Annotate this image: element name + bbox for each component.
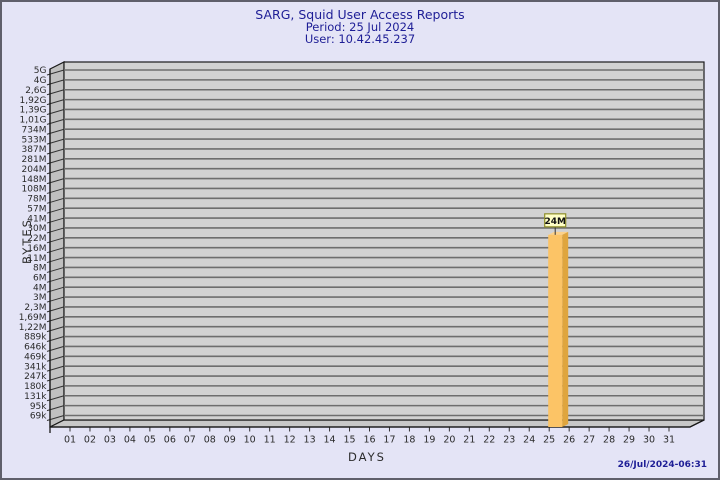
- x-tick-label: 11: [264, 435, 276, 446]
- y-tick-label: 69k: [30, 412, 47, 422]
- chart-floor: [49, 419, 705, 428]
- y-tick-label: 341k: [24, 362, 47, 372]
- y-tick-label: 247k: [24, 372, 47, 382]
- y-tick-label: 281M: [22, 155, 47, 165]
- y-tick-label: 22M: [27, 234, 46, 244]
- y-tick-label: 148M: [22, 175, 47, 185]
- y-tick-label: 30M: [27, 224, 46, 234]
- x-tick-label: 03: [104, 435, 116, 446]
- x-tick-label: 25: [543, 435, 555, 446]
- y-tick-label: 734M: [22, 125, 47, 135]
- x-tick-label: 24: [523, 435, 535, 446]
- x-axis-line: [50, 419, 705, 428]
- y-tick-label: 108M: [22, 185, 47, 195]
- y-tick-label: 11M: [27, 254, 46, 264]
- chart-user: User: 10.42.45.237: [304, 32, 416, 46]
- y-tick-label: 1,39G: [19, 106, 46, 116]
- generation-timestamp: 26/Jul/2024-06:31: [617, 460, 707, 470]
- bar-value-label-box: [544, 213, 567, 228]
- y-tick-label: 1,01G: [19, 116, 46, 126]
- y-axis-title: BYTES: [20, 218, 34, 264]
- y-tick-label: 4M: [33, 283, 47, 293]
- y-tick-label: 95k: [30, 402, 47, 412]
- x-tick-label: 22: [483, 435, 495, 446]
- x-tick-label: 16: [363, 435, 375, 446]
- x-tick-label: 05: [144, 435, 156, 446]
- y-tick-label: 78M: [27, 195, 46, 205]
- y-tick-label: 57M: [27, 204, 46, 214]
- y-tick-label: 4G: [34, 76, 47, 86]
- x-tick-label: 17: [383, 435, 395, 446]
- x-tick-label: 23: [503, 435, 515, 446]
- y-tick-label: 533M: [22, 135, 47, 145]
- x-tick-label: 31: [663, 435, 675, 446]
- y-tick-label: 646k: [24, 343, 47, 353]
- x-tick-label: 19: [423, 435, 435, 446]
- x-tick-label: 29: [623, 435, 635, 446]
- y-tick-label: 387M: [22, 145, 47, 155]
- y-tick-label: 2,3M: [24, 303, 46, 313]
- plot-area: [63, 61, 705, 421]
- bar-day-25: [548, 234, 563, 427]
- chart-header: SARG, Squid User Access Reports Period: …: [2, 8, 718, 45]
- x-tick-label: 30: [643, 435, 655, 446]
- y-tick-label: 2,6G: [25, 86, 46, 96]
- x-tick-label: 04: [124, 435, 136, 446]
- x-tick-label: 08: [204, 435, 216, 446]
- y-tick-label: 1,69M: [19, 313, 47, 323]
- bar-top-face: [548, 231, 569, 235]
- bar-side-face: [562, 231, 569, 427]
- x-tick-label: 27: [583, 435, 595, 446]
- y-tick-label: 8M: [33, 264, 47, 274]
- x-tick-label: 26: [563, 435, 575, 446]
- x-tick-label: 13: [304, 435, 316, 446]
- y-tick-label: 1,22M: [19, 323, 47, 333]
- x-tick-label: 21: [463, 435, 475, 446]
- x-axis-title: DAYS: [348, 450, 386, 464]
- x-tick-label: 15: [343, 435, 355, 446]
- y-tick-label: 180k: [24, 382, 47, 392]
- chart-period: Period: 25 Jul 2024: [305, 20, 415, 34]
- x-tick-label: 14: [324, 435, 336, 446]
- x-tick-label: 20: [443, 435, 455, 446]
- y-tick-label: 16M: [27, 244, 46, 254]
- y-tick-label: 131k: [24, 392, 47, 402]
- y-tick-label: 889k: [24, 333, 47, 343]
- x-tick-label: 02: [84, 435, 96, 446]
- chart-title: SARG, Squid User Access Reports: [255, 7, 465, 22]
- x-tick-label: 12: [284, 435, 296, 446]
- x-tick-label: 18: [403, 435, 415, 446]
- x-tick-label: 28: [603, 435, 615, 446]
- y-tick-label: 469k: [24, 352, 47, 362]
- y-tick-label: 204M: [22, 165, 47, 175]
- y-tick-label: 41M: [27, 214, 46, 224]
- x-tick-label: 10: [244, 435, 256, 446]
- x-tick-label: 09: [224, 435, 236, 446]
- y-tick-label: 3M: [33, 293, 47, 303]
- y-tick-label: 6M: [33, 274, 47, 284]
- y-tick-label: 5G: [34, 66, 47, 76]
- bar-value-label: 24M: [544, 217, 566, 227]
- x-tick-label: 01: [64, 435, 76, 446]
- chart-left-wall: [49, 61, 65, 428]
- x-tick-label: 06: [164, 435, 176, 446]
- x-tick-label: 07: [184, 435, 196, 446]
- y-tick-label: 1,92G: [19, 96, 46, 106]
